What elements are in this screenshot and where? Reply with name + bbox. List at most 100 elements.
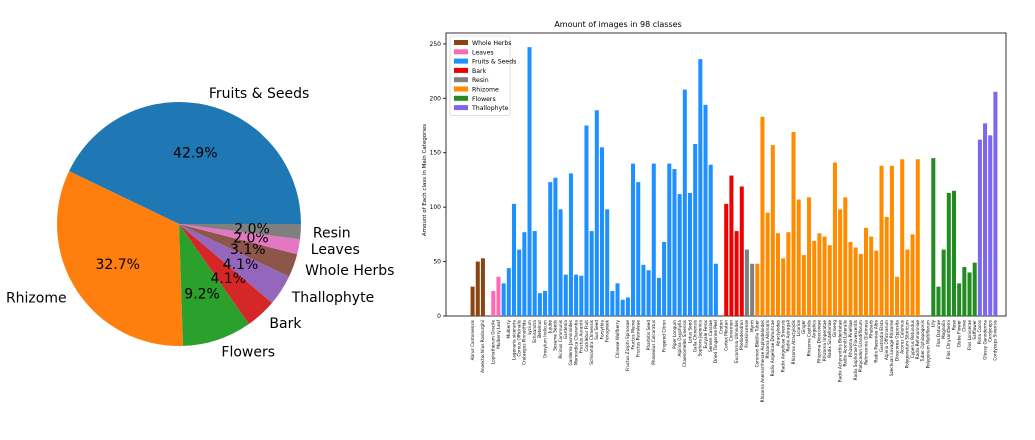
bar-resin [750,263,755,316]
bar-fruits-seeds [548,182,553,316]
x-tick-label: Lotus Seed [687,320,692,343]
x-tick-label: Galla Chinensis [692,320,697,352]
bar-rhizome [889,165,894,316]
bar-rhizome [786,232,791,316]
x-tick-label: Rhizoma Anemarrhenae Asphodeloides [760,320,765,402]
bar-fruits-seeds [594,110,599,316]
x-tick-label: Clove [962,320,967,332]
bar-fruits-seeds [517,249,522,316]
bar-bark [729,175,734,316]
x-tick-label: Abrus Cantoniensis [470,320,475,360]
bar-fruits-seeds [631,163,636,316]
x-tick-label: Safflower [972,320,977,340]
x-tick-label: Rhubarb [868,320,873,338]
bar-fruits-seeds [563,274,568,316]
bar-flowers [941,249,946,316]
pie-pct-thallophyte: 4.1% [223,257,259,273]
pie-pct-bark: 4.1% [211,271,247,287]
bar-rhizome [895,276,900,316]
pie-slice-bark [179,224,273,324]
bar-flowers [962,267,967,316]
x-tick-label: Gastrodia Elata [879,320,884,353]
x-tick-label: Rehmannia Glutinosa [863,320,868,365]
pie-pct-leaves: 2.0% [233,231,269,247]
x-tick-label: Radix Angelicae Dahuricae [770,320,775,377]
x-tick-label: Lily [931,319,936,327]
y-tick-label: 150 [430,150,442,157]
legend-swatch-thallophyte [454,105,468,111]
bar-fruits-seeds [579,275,584,316]
bar-flowers [946,193,951,316]
legend-label-fruits-seeds: Fruits & Seeds [472,59,516,66]
x-tick-label: Polygonum Multiflorum [925,320,930,368]
x-tick-label: Cinnamon [729,320,734,342]
x-tick-label: Radix Aconiti Lateralis [843,320,848,367]
x-tick-label: Dioscorea Opposita [894,320,899,361]
x-tick-label: Schisandra [532,320,537,344]
pie-label-resin: Resin [313,225,351,241]
bar-bark [734,231,739,316]
x-tick-label: Radix Rehmanniae [915,320,920,360]
pie-slice-resin [179,224,301,240]
x-tick-label: Dried Tangerine Peel [713,320,718,363]
bar-rhizome [781,258,786,316]
pie-slice-fruits-seeds [69,102,301,224]
x-tick-label: Jujube [548,320,553,334]
bar-fruits-seeds [656,277,661,316]
x-tick-label: Anoectochilus Roxburghii [480,320,485,373]
bar-flowers [972,262,977,316]
x-tick-label: Cyperus Rotundus [910,320,915,358]
x-tick-label: Gardenia Jasminoides [568,320,573,365]
pie-label-leaves: Leaves [311,242,360,258]
x-tick-label: Tuber Ophiopogonis [920,320,925,363]
x-tick-label: Szechuan Lovage Rhizome [889,320,894,377]
bar-thallophyte [983,123,988,316]
bar-whole-herbs [475,261,480,316]
x-tick-label: Sophora Japonica [698,320,703,357]
bar-fruits-seeds [527,47,532,317]
x-tick-label: Rose [951,320,956,330]
x-tick-label: Cortex Moutan [724,320,729,351]
x-tick-label: Glossy Ganoderma [982,320,987,360]
bar-fruits-seeds [522,232,527,316]
bar-rhizome [838,209,843,316]
bar-fruits-seeds [636,182,641,316]
bar-fruits-seeds [693,144,698,316]
legend-label-flowers: Flowers [472,96,496,103]
bar-thallophyte [977,139,982,316]
legend-label-thallophyte: Thallophyte [471,105,509,112]
legend-swatch-fruits-seeds [454,58,468,64]
pie-label-flowers: Flowers [221,344,275,360]
x-tick-label: Lophatherum Gracile [491,320,496,365]
pie-pct-flowers: 9.2% [184,286,220,302]
bar-fruits-seeds [543,290,548,316]
pie-label-bark: Bark [269,316,302,332]
pie-pct-whole-herbs: 3.1% [230,242,266,258]
bar-fruits-seeds [620,299,625,316]
x-tick-label: Rhizoma Imperatae [822,320,827,362]
x-tick-label: Rhizoma Dioscoreae [817,320,822,363]
bar-fruits-seeds [553,177,558,316]
bar-rhizome [910,234,915,316]
x-tick-label: Lagenaria siceraria [511,320,516,361]
x-tick-label: Acorus Calamus [900,320,905,354]
legend-label-bark: Bark [472,68,487,75]
bar-rhizome [760,116,765,316]
x-tick-label: Semen Cassiae [708,320,713,352]
pie-pct-fruits-seeds: 42.9% [173,146,217,162]
bar-fruits-seeds [677,194,682,316]
bar-rhizome [775,233,781,316]
x-tick-label: Radix Sophorae Flavescentis [853,320,858,380]
x-tick-label: Platycodon Grandiflorum [858,320,863,372]
x-tick-label: Myrrh [749,320,754,332]
y-tick-label: 200 [430,95,442,102]
bar-fruits-seeds [698,59,703,317]
bar-leaves [491,290,496,316]
bar-rhizome [848,241,853,316]
x-tick-label: Fructus Aurantii [579,320,584,353]
x-tick-label: Cocklebur Fruit [584,320,589,352]
bar-rhizome [915,159,920,316]
x-tick-label: Alpinia Oxyphylla [677,320,682,357]
bar-rhizome [832,162,837,316]
x-tick-label: Croton [718,320,723,334]
